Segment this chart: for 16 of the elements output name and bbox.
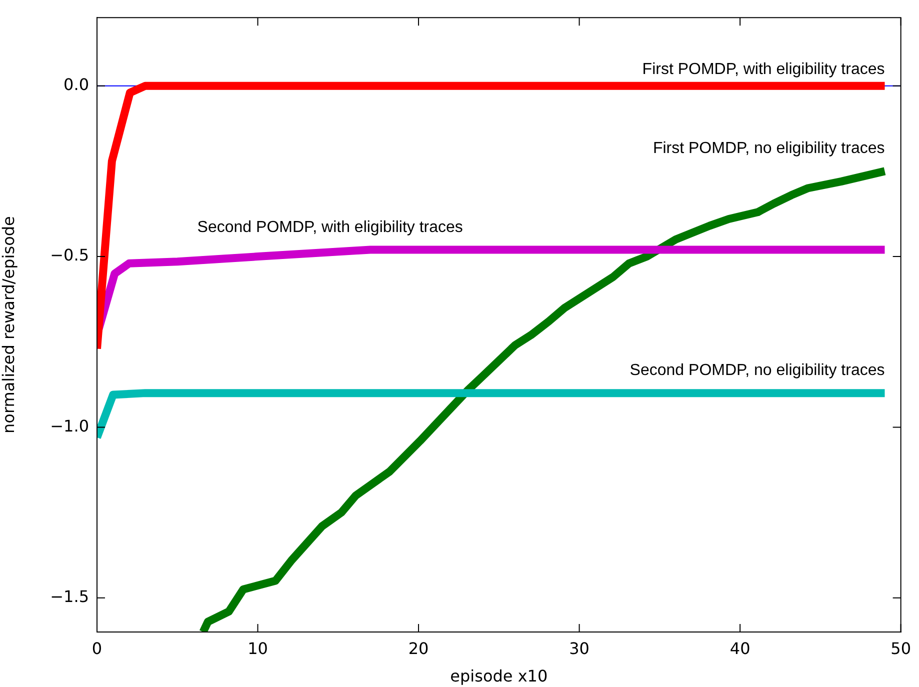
x-tick-label: 40 <box>730 638 750 658</box>
series-label: Second POMDP, with eligibility traces <box>197 219 463 236</box>
x-tick-label: 50 <box>890 638 911 658</box>
y-tick-label: −0.5 <box>50 246 89 265</box>
y-tick-label: −1.5 <box>50 587 89 606</box>
series-label: First POMDP, no eligibility traces <box>652 140 885 158</box>
series-label: First POMDP, with eligibility traces <box>642 60 885 78</box>
x-axis-title: episode x10 <box>450 666 548 686</box>
y-tick-label: −1.0 <box>50 416 89 436</box>
series-label: Second POMDP, no eligibility traces <box>630 362 885 380</box>
x-tick-label: 10 <box>248 638 268 658</box>
y-axis-title: normalized reward/episode <box>0 216 18 434</box>
x-tick-label: 30 <box>569 638 590 658</box>
x-tick-label: 20 <box>408 638 429 658</box>
x-tick-label: 0 <box>92 638 102 658</box>
y-tick-label: 0.0 <box>64 75 89 94</box>
